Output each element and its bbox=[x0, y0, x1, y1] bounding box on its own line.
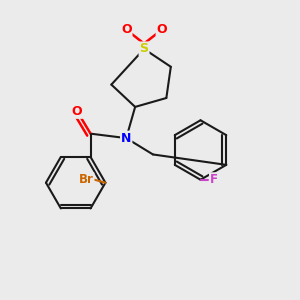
Text: O: O bbox=[157, 23, 167, 36]
Text: O: O bbox=[72, 105, 83, 118]
Text: N: N bbox=[121, 132, 131, 145]
Text: S: S bbox=[140, 42, 148, 56]
Text: F: F bbox=[210, 173, 218, 186]
Text: Br: Br bbox=[79, 173, 94, 186]
Text: O: O bbox=[121, 23, 131, 36]
